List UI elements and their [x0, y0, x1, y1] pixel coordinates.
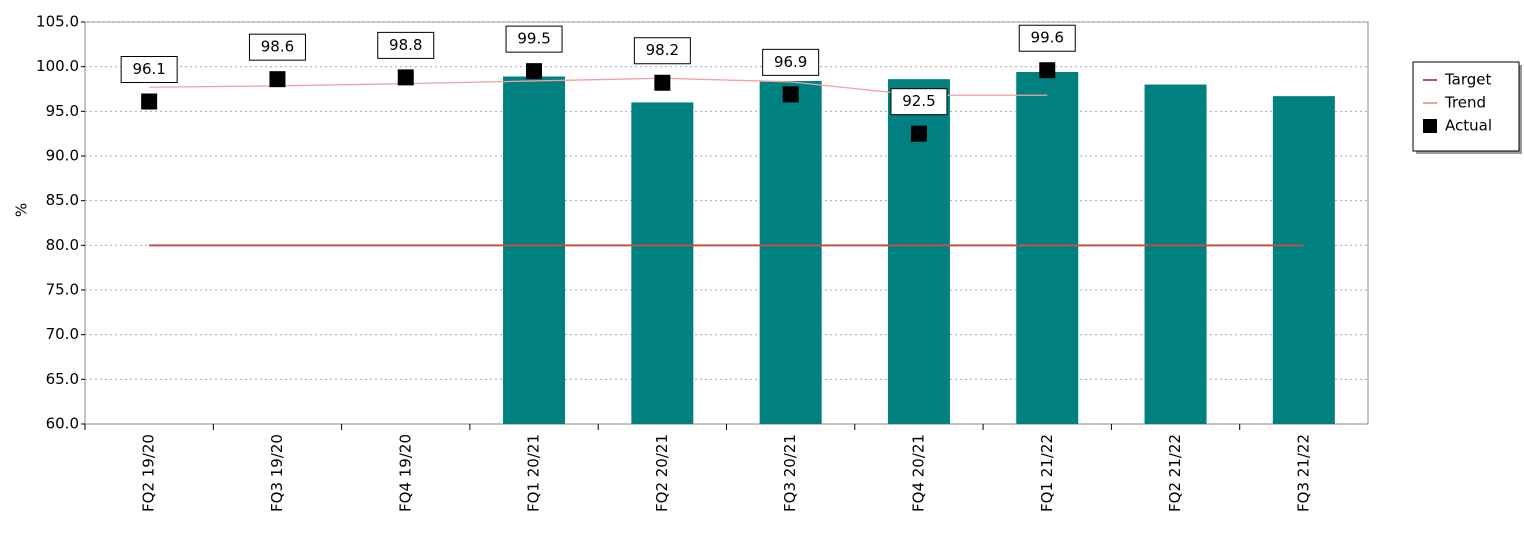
data-label: 98.8 — [389, 36, 422, 54]
y-tick-label: 70.0 — [46, 325, 79, 343]
data-label: 92.5 — [902, 92, 935, 110]
y-tick-label: 90.0 — [46, 147, 79, 165]
data-label: 99.5 — [517, 30, 550, 48]
bar — [503, 76, 566, 424]
legend-label: Actual — [1445, 117, 1492, 135]
point — [397, 69, 414, 86]
point — [654, 74, 671, 91]
data-label-box — [505, 25, 563, 53]
x-tick-label: FQ1 21/22 — [1038, 434, 1056, 512]
x-tick-label: FQ4 19/20 — [396, 434, 414, 512]
x-tick-label: FQ2 19/20 — [140, 434, 158, 512]
bar — [1144, 84, 1207, 425]
x-tick-label: FQ2 20/21 — [653, 434, 671, 512]
y-tick-label: 75.0 — [46, 281, 79, 299]
point — [269, 71, 286, 88]
data-label: 96.1 — [132, 60, 165, 78]
point — [141, 93, 158, 110]
data-label: 98.6 — [261, 38, 294, 56]
y-tick-label: 60.0 — [46, 415, 79, 433]
x-tick-label: FQ1 20/21 — [525, 434, 543, 512]
legend — [1412, 61, 1520, 152]
point — [910, 125, 927, 142]
data-label-box — [633, 37, 691, 65]
y-axis-label: % — [13, 203, 31, 217]
data-label-box — [248, 33, 306, 61]
data-label-box — [762, 48, 820, 76]
data-label-box — [890, 88, 948, 116]
legend-swatch — [1423, 119, 1437, 133]
data-label-box — [1018, 24, 1076, 52]
data-label: 99.6 — [1031, 29, 1064, 47]
data-label: 96.9 — [774, 53, 807, 71]
y-tick-label: 65.0 — [46, 370, 79, 388]
data-label-box — [377, 31, 435, 59]
bar — [1016, 72, 1079, 424]
y-tick-label: 95.0 — [46, 102, 79, 120]
bar — [759, 80, 822, 425]
point — [526, 63, 543, 80]
x-tick-label: FQ3 20/21 — [781, 434, 799, 512]
bar — [1272, 96, 1335, 424]
y-tick-label: 105.0 — [36, 13, 79, 31]
legend-label: Target — [1444, 71, 1492, 89]
x-tick-label: FQ4 20/21 — [909, 434, 927, 512]
bar — [631, 102, 694, 425]
data-label-box — [120, 56, 178, 84]
y-tick-label: 85.0 — [46, 191, 79, 209]
y-tick-label: 80.0 — [46, 236, 79, 254]
y-tick-label: 100.0 — [36, 57, 79, 75]
x-tick-label: FQ3 21/22 — [1294, 434, 1312, 512]
data-label: 98.2 — [646, 41, 679, 59]
x-tick-label: FQ2 21/22 — [1166, 434, 1184, 512]
point — [782, 86, 799, 103]
x-tick-label: FQ3 19/20 — [268, 434, 286, 512]
point — [1039, 62, 1056, 79]
legend-label: Trend — [1444, 94, 1486, 112]
